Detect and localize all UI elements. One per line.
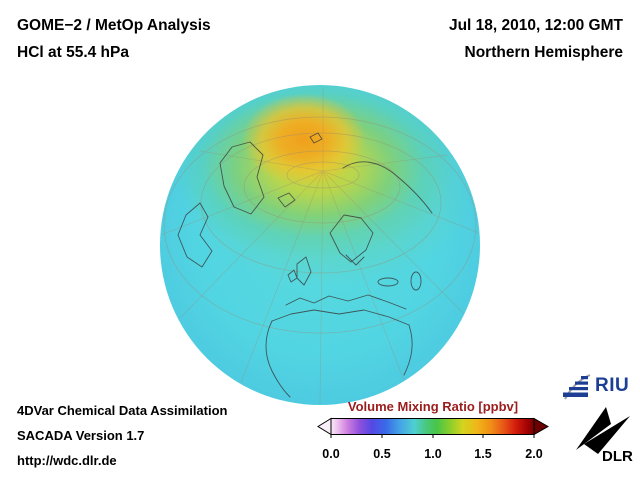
map-overlay <box>161 87 479 404</box>
plot-title: GOME−2 / MetOp Analysis <box>17 17 211 34</box>
colorbar-left-arrow <box>317 417 332 436</box>
colorbar-title: Volume Mixing Ratio [ppbv] <box>347 399 519 414</box>
hemisphere-map <box>160 85 480 405</box>
colorbar-tick-label-1: 0.5 <box>373 447 391 461</box>
header-right: Jul 18, 2010, 12:00 GMT Northern Hemisph… <box>449 12 623 66</box>
colorbar-ticks: 0.0 0.5 1.0 1.5 2.0 <box>317 447 549 462</box>
assimilation-label: 4DVar Chemical Data Assimilation <box>17 403 228 418</box>
colorbar-gradient-bar <box>330 418 535 435</box>
dlr-logo: DLR <box>572 404 634 469</box>
footer-credits: 4DVar Chemical Data Assimilation SACADA … <box>17 398 228 473</box>
url-label: http://wdc.dlr.de <box>17 453 117 468</box>
colorbar-right-arrow <box>533 417 550 436</box>
colorbar <box>317 417 550 438</box>
hemisphere-label: Northern Hemisphere <box>464 44 623 61</box>
version-label: SACADA Version 1.7 <box>17 428 145 443</box>
colorbar-tick-label-4: 2.0 <box>525 447 543 461</box>
colorbar-tick-label-0: 0.0 <box>322 447 340 461</box>
riu-emblem-icon <box>563 374 591 400</box>
graticule <box>161 87 479 404</box>
colorbar-tick-marks <box>330 434 535 438</box>
dlr-logo-text: DLR <box>602 448 633 464</box>
coastlines <box>177 132 433 398</box>
colorbar-tick-label-3: 1.5 <box>474 447 492 461</box>
plot-subtitle: HCl at 55.4 hPa <box>17 44 129 61</box>
header-left: GOME−2 / MetOp Analysis HCl at 55.4 hPa <box>17 12 211 66</box>
colorbar-tick-label-2: 1.0 <box>424 447 442 461</box>
riu-logo: RIU <box>562 372 629 400</box>
datetime-label: Jul 18, 2010, 12:00 GMT <box>448 17 623 34</box>
dlr-emblem-icon: DLR <box>576 407 633 465</box>
riu-logo-text: RIU <box>595 375 630 396</box>
colorbar-block: Volume Mixing Ratio [ppbv] 0.0 0.5 1.0 1… <box>317 399 550 462</box>
